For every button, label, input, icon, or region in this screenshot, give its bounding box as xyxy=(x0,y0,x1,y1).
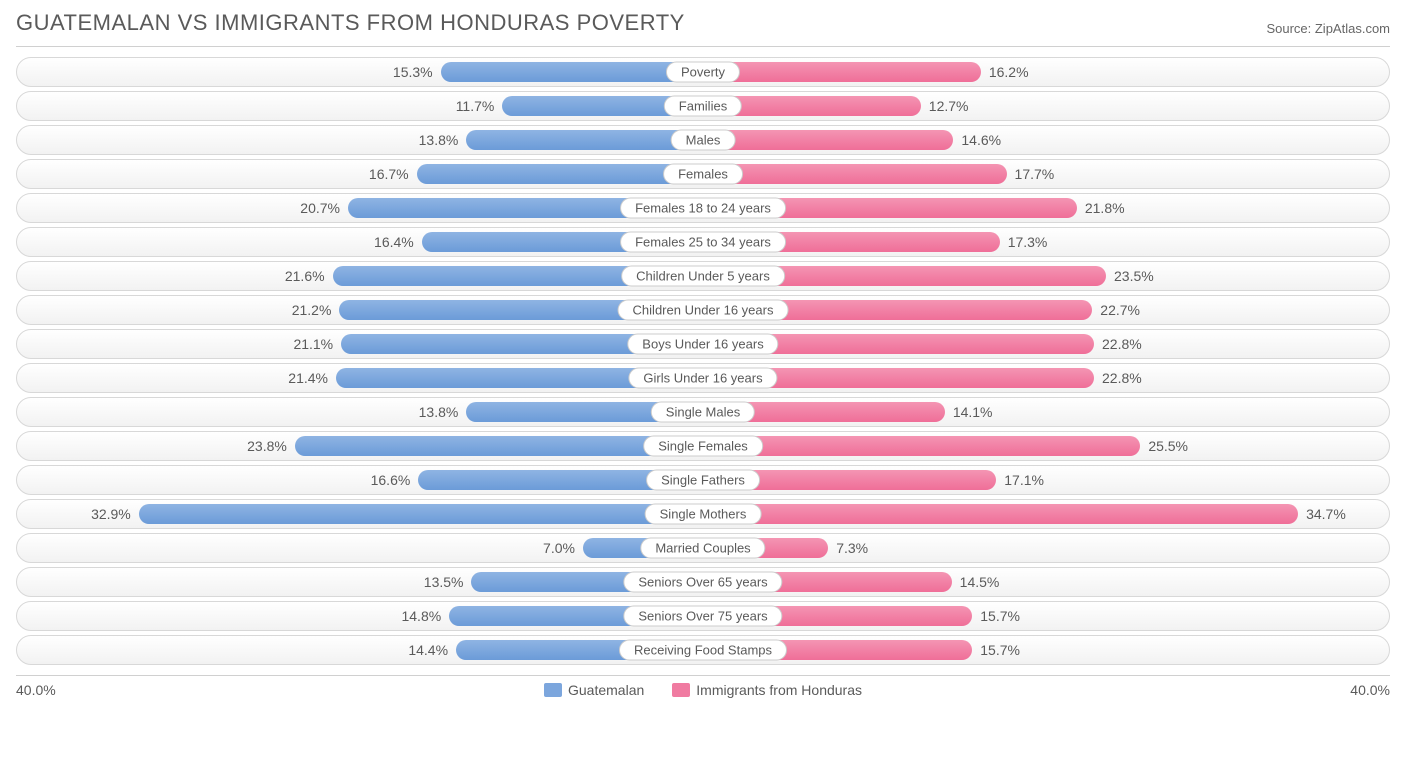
chart-row: 14.4% 15.7% Receiving Food Stamps xyxy=(16,635,1390,665)
bar-left xyxy=(441,62,703,82)
bar-right xyxy=(703,164,1007,184)
value-label-right: 17.7% xyxy=(1015,160,1055,188)
legend-item-right: Immigrants from Honduras xyxy=(672,682,862,698)
value-label-left: 13.8% xyxy=(419,398,459,426)
value-label-right: 16.2% xyxy=(989,58,1029,86)
category-label: Seniors Over 75 years xyxy=(623,606,782,627)
category-label: Families xyxy=(664,96,742,117)
value-label-right: 34.7% xyxy=(1306,500,1346,528)
category-label: Females xyxy=(663,164,743,185)
value-label-left: 21.6% xyxy=(285,262,325,290)
value-label-left: 21.1% xyxy=(293,330,333,358)
chart-row: 7.0% 7.3% Married Couples xyxy=(16,533,1390,563)
chart-row: 21.6% 23.5% Children Under 5 years xyxy=(16,261,1390,291)
chart-row: 16.6% 17.1% Single Fathers xyxy=(16,465,1390,495)
chart-body: 15.3% 16.2% Poverty 11.7% 12.7% Families 13.8%… xyxy=(16,46,1390,676)
value-label-left: 11.7% xyxy=(456,92,495,120)
chart-row: 16.7% 17.7% Females xyxy=(16,159,1390,189)
axis-max-left: 40.0% xyxy=(16,682,56,698)
chart-title: GUATEMALAN VS IMMIGRANTS FROM HONDURAS P… xyxy=(16,10,685,36)
chart-row: 13.5% 14.5% Seniors Over 65 years xyxy=(16,567,1390,597)
value-label-right: 15.7% xyxy=(980,602,1020,630)
category-label: Single Fathers xyxy=(646,470,760,491)
value-label-left: 21.2% xyxy=(292,296,332,324)
chart-row: 23.8% 25.5% Single Females xyxy=(16,431,1390,461)
value-label-right: 14.6% xyxy=(961,126,1001,154)
bar-left xyxy=(466,130,703,150)
bar-left xyxy=(295,436,703,456)
chart-row: 21.1% 22.8% Boys Under 16 years xyxy=(16,329,1390,359)
value-label-left: 16.4% xyxy=(374,228,414,256)
category-label: Receiving Food Stamps xyxy=(619,640,787,661)
bar-right xyxy=(703,62,981,82)
value-label-right: 12.7% xyxy=(929,92,969,120)
value-label-left: 14.4% xyxy=(408,636,448,664)
value-label-left: 20.7% xyxy=(300,194,340,222)
value-label-right: 17.3% xyxy=(1008,228,1048,256)
value-label-left: 13.8% xyxy=(419,126,459,154)
value-label-left: 13.5% xyxy=(424,568,464,596)
category-label: Seniors Over 65 years xyxy=(623,572,782,593)
value-label-right: 25.5% xyxy=(1148,432,1188,460)
value-label-right: 22.8% xyxy=(1102,330,1142,358)
source-label: Source: ZipAtlas.com xyxy=(1266,21,1390,36)
chart-row: 11.7% 12.7% Families xyxy=(16,91,1390,121)
category-label: Single Males xyxy=(651,402,755,423)
chart-row: 15.3% 16.2% Poverty xyxy=(16,57,1390,87)
bar-left xyxy=(139,504,703,524)
category-label: Single Females xyxy=(643,436,763,457)
chart-row: 13.8% 14.6% Males xyxy=(16,125,1390,155)
category-label: Males xyxy=(671,130,736,151)
value-label-left: 23.8% xyxy=(247,432,287,460)
value-label-left: 16.7% xyxy=(369,160,409,188)
value-label-right: 23.5% xyxy=(1114,262,1154,290)
category-label: Single Mothers xyxy=(645,504,762,525)
category-label: Children Under 5 years xyxy=(621,266,785,287)
chart-row: 16.4% 17.3% Females 25 to 34 years xyxy=(16,227,1390,257)
value-label-right: 17.1% xyxy=(1004,466,1044,494)
category-label: Poverty xyxy=(666,62,740,83)
value-label-right: 22.8% xyxy=(1102,364,1142,392)
bar-right xyxy=(703,436,1140,456)
legend-swatch-right xyxy=(672,683,690,697)
value-label-right: 14.1% xyxy=(953,398,993,426)
legend-label-left: Guatemalan xyxy=(568,682,644,698)
bar-left xyxy=(417,164,703,184)
value-label-left: 16.6% xyxy=(371,466,411,494)
chart-row: 21.2% 22.7% Children Under 16 years xyxy=(16,295,1390,325)
category-label: Females 25 to 34 years xyxy=(620,232,786,253)
value-label-left: 15.3% xyxy=(393,58,433,86)
value-label-left: 7.0% xyxy=(543,534,575,562)
value-label-right: 14.5% xyxy=(960,568,1000,596)
value-label-right: 22.7% xyxy=(1100,296,1140,324)
value-label-left: 32.9% xyxy=(91,500,131,528)
category-label: Children Under 16 years xyxy=(618,300,789,321)
value-label-right: 7.3% xyxy=(836,534,868,562)
category-label: Boys Under 16 years xyxy=(627,334,778,355)
category-label: Girls Under 16 years xyxy=(628,368,777,389)
chart-row: 14.8% 15.7% Seniors Over 75 years xyxy=(16,601,1390,631)
bar-right xyxy=(703,130,953,150)
axis-max-right: 40.0% xyxy=(1350,682,1390,698)
bar-right xyxy=(703,504,1298,524)
chart-row: 20.7% 21.8% Females 18 to 24 years xyxy=(16,193,1390,223)
legend-item-left: Guatemalan xyxy=(544,682,644,698)
legend-swatch-left xyxy=(544,683,562,697)
legend: Guatemalan Immigrants from Honduras xyxy=(56,682,1351,698)
chart-row: 13.8% 14.1% Single Males xyxy=(16,397,1390,427)
chart-row: 32.9% 34.7% Single Mothers xyxy=(16,499,1390,529)
value-label-right: 21.8% xyxy=(1085,194,1125,222)
legend-label-right: Immigrants from Honduras xyxy=(696,682,862,698)
category-label: Females 18 to 24 years xyxy=(620,198,786,219)
value-label-left: 14.8% xyxy=(401,602,441,630)
value-label-left: 21.4% xyxy=(288,364,328,392)
chart-row: 21.4% 22.8% Girls Under 16 years xyxy=(16,363,1390,393)
value-label-right: 15.7% xyxy=(980,636,1020,664)
category-label: Married Couples xyxy=(640,538,765,559)
